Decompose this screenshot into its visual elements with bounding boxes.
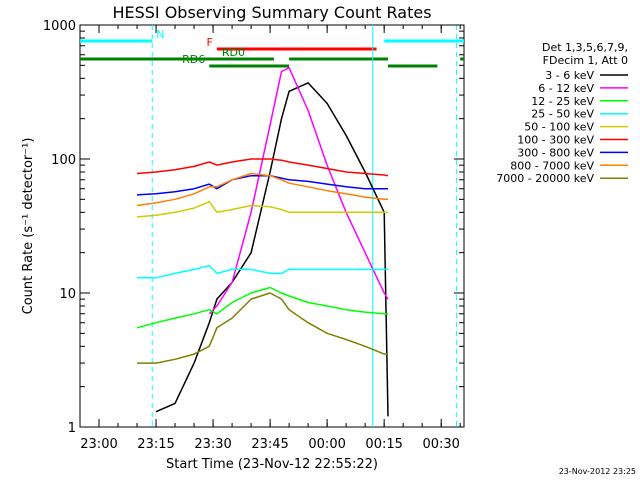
y-tick-label-1: 10 [59, 287, 76, 302]
legend-label-4: 50 - 100 keV [524, 121, 594, 134]
legend: Det 1,3,5,6,7,9, FDecim 1, Att 0 3 - 6 k… [496, 41, 628, 185]
x-tick-label-4: 00:00 [308, 437, 345, 452]
legend-label-5: 100 - 300 keV [517, 134, 594, 147]
flag-layer: N F RD0 RD6 [80, 28, 464, 68]
series-line-2 [136, 286, 388, 329]
flag-label-rd6: RD6 [182, 53, 205, 66]
y-tick-label-0: 1 [68, 421, 76, 436]
flag-label-n: N [156, 28, 164, 41]
flag-label-f: F [207, 36, 213, 49]
x-tick-label-1: 23:15 [137, 437, 174, 452]
legend-label-7: 800 - 7000 keV [510, 159, 594, 172]
series-line-1 [208, 66, 389, 315]
series-line-8 [137, 292, 388, 364]
legend-label-6: 300 - 800 keV [517, 146, 594, 159]
legend-label-0: 3 - 6 keV [545, 69, 594, 82]
y-axis: 1 10 100 1000 [43, 19, 464, 436]
series-line-5 [136, 158, 389, 177]
series-line-3 [137, 264, 388, 279]
x-tick-label-3: 23:45 [251, 437, 288, 452]
timestamp: 23-Nov-2012 23:25 [559, 467, 636, 476]
legend-label-1: 6 - 12 keV [538, 82, 594, 95]
y-axis-title: Count Rate (s⁻¹ detector⁻¹) [21, 138, 36, 315]
series-line-7 [136, 172, 388, 207]
x-tick-label-2: 23:30 [194, 437, 231, 452]
y-tick-label-3: 1000 [43, 19, 76, 34]
legend-label-3: 25 - 50 keV [531, 108, 594, 121]
x-axis-title: Start Time (23-Nov-12 22:55:22) [166, 457, 378, 472]
y-tick-label-2: 100 [51, 153, 76, 168]
x-tick-label-5: 00:15 [365, 437, 402, 452]
x-tick-label-0: 23:00 [80, 437, 117, 452]
legend-header-line-2: FDecim 1, Att 0 [543, 54, 628, 67]
series-line-0 [155, 82, 389, 417]
legend-label-2: 12 - 25 keV [531, 95, 594, 108]
series-line-4 [136, 200, 388, 218]
vertical-markers [151, 25, 457, 427]
chart-title: HESSI Observing Summary Count Rates [112, 3, 431, 22]
plot-frame [79, 24, 465, 428]
x-axis: 23:00 23:15 23:30 23:45 00:00 00:15 00:30 [79, 25, 461, 452]
series-layer [136, 66, 389, 417]
series-line-6 [136, 174, 388, 196]
legend-label-8: 7000 - 20000 keV [496, 172, 594, 185]
flag-label-rd0: RD0 [222, 46, 245, 59]
legend-header-line-1: Det 1,3,5,6,7,9, [542, 41, 628, 54]
x-tick-label-6: 00:30 [422, 437, 459, 452]
